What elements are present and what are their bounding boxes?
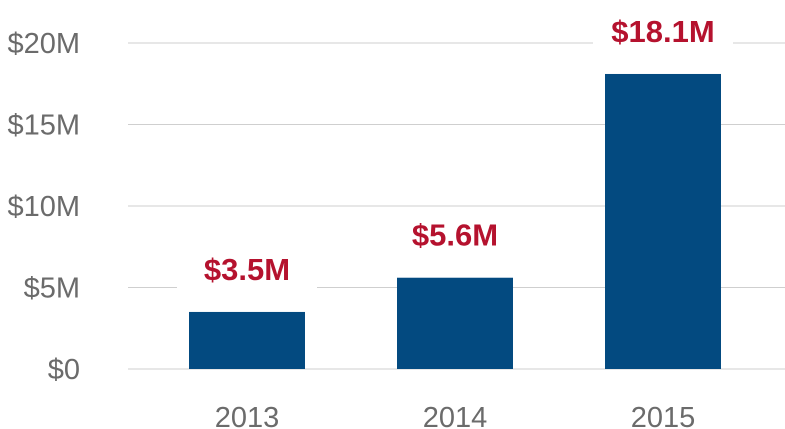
data-label-background	[177, 252, 317, 291]
x-axis-ticks: 2013 2014 2015	[215, 402, 696, 429]
x-tick-label: 2013	[215, 402, 280, 429]
bar	[605, 73, 721, 369]
x-tick-label: 2015	[631, 402, 696, 429]
data-label: $18.1M	[611, 14, 714, 49]
y-tick-label: $10M	[7, 191, 80, 223]
bar	[189, 311, 305, 369]
y-tick-label: $5M	[24, 273, 80, 305]
data-label: $5.6M	[412, 218, 498, 253]
bars	[189, 73, 721, 369]
y-tick-label: $20M	[7, 28, 80, 60]
data-labels: $3.5M $5.6M $18.1M	[177, 14, 733, 291]
bar	[397, 277, 513, 369]
data-label: $3.5M	[204, 252, 290, 287]
x-tick-label: 2014	[423, 402, 488, 429]
y-axis-ticks: $0 $5M $10M $15M $20M	[7, 28, 80, 386]
data-label-background	[593, 14, 733, 53]
data-label-background	[385, 218, 525, 257]
y-tick-label: $15M	[7, 110, 80, 142]
y-tick-label: $0	[48, 354, 80, 386]
